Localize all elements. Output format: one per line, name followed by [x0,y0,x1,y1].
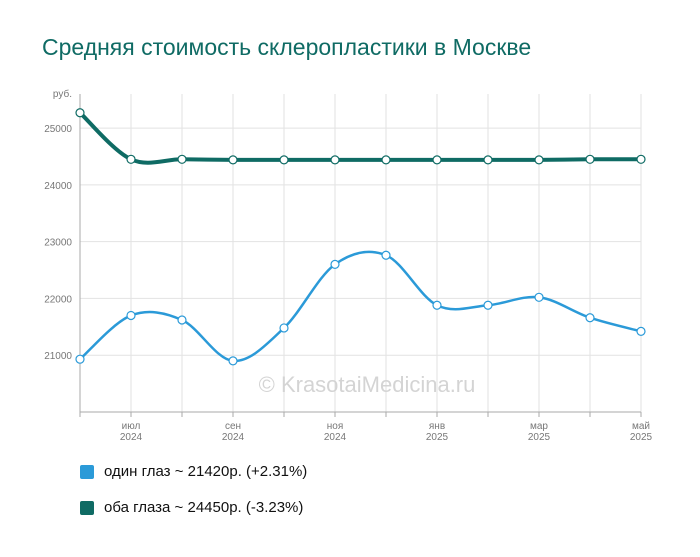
x-tick-label: 2024 [120,432,143,443]
data-point-both-eyes [75,108,85,118]
data-point-both-eyes [381,155,391,165]
legend-item-both-eyes[interactable]: оба глаза ~ 24450р. (-3.23%) [80,499,303,516]
data-point-one-eye [534,292,544,302]
legend-swatch-one-eye [80,464,94,479]
x-tick-label: 2025 [630,432,653,443]
data-point-one-eye [126,310,136,321]
data-point-one-eye [177,315,187,325]
data-point-one-eye [381,250,391,260]
data-point-one-eye [636,326,646,336]
data-point-both-eyes [585,154,595,164]
legend-swatch-both-eyes [80,500,94,515]
x-tick-label: 2024 [324,432,347,443]
chart-title: Средняя стоимость склеропластики в Москв… [42,34,532,60]
data-point-one-eye [432,300,442,310]
y-tick-label: 22000 [44,294,72,305]
y-tick-label: 23000 [44,238,72,249]
legend-label-both-eyes: оба глаза ~ 24450р. (-3.23%) [104,499,304,516]
y-tick-label: 21000 [44,351,72,362]
watermark: © KrasotaiMedicina.ru [259,372,476,397]
data-point-both-eyes [279,155,289,165]
data-point-one-eye [483,300,493,310]
x-tick-label: сен [225,421,241,432]
data-point-both-eyes [432,155,442,165]
legend-label-one-eye: один глаз ~ 21420р. (+2.31%) [104,463,308,480]
data-point-both-eyes [330,155,340,165]
series-line-one-eye [78,250,643,363]
data-point-both-eyes [126,154,136,164]
data-point-both-eyes [534,155,544,165]
y-tick-label: 25000 [44,124,72,135]
data-point-both-eyes [636,154,646,164]
x-tick-label: июл [122,421,141,432]
x-tick-label: май [632,421,650,432]
x-tick-label: янв [429,421,445,432]
data-point-one-eye [585,313,595,323]
data-point-one-eye [75,354,85,364]
x-tick-label: мар [530,421,548,432]
x-tick-label: 2024 [222,432,245,443]
series-line-both-eyes [78,110,643,165]
y-axis-unit: руб. [53,88,72,100]
data-point-one-eye [228,356,238,366]
y-tick-label: 24000 [44,181,72,192]
data-point-one-eye [330,259,340,269]
data-point-both-eyes [483,155,493,165]
data-point-both-eyes [177,154,187,164]
x-tick-label: 2025 [528,432,551,443]
data-point-one-eye [279,323,289,333]
data-point-both-eyes [228,155,238,165]
x-tick-label: 2025 [426,432,449,443]
x-tick-label: ноя [327,421,344,432]
legend-item-one-eye[interactable]: один глаз ~ 21420р. (+2.31%) [80,463,307,480]
